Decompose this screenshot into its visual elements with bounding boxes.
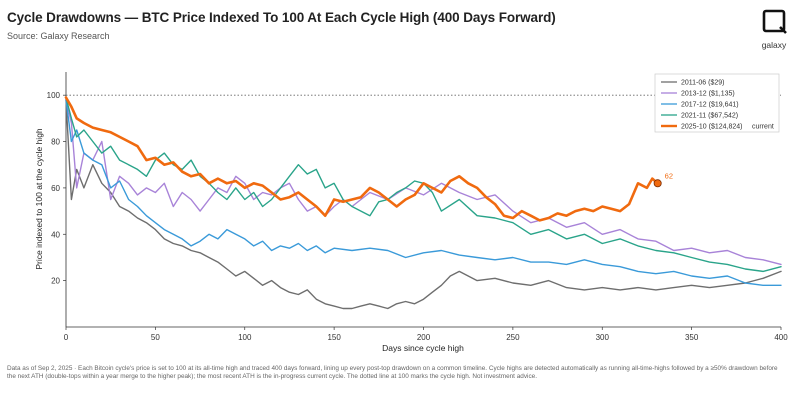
end-marker-layer: 62 <box>653 171 673 188</box>
footnote: Data as of Sep 2, 2025 · Each Bitcoin cy… <box>7 365 778 381</box>
legend: 2011-06 ($29) 2013-12 ($1,135) 2017-12 ($1… <box>654 73 780 133</box>
current-value-label: 62 <box>665 171 673 180</box>
legend-entry: 2011-06 ($29) <box>681 80 724 87</box>
current-value-marker <box>653 179 662 188</box>
x-tick-label: 400 <box>774 333 788 342</box>
y-tick-label: 80 <box>51 138 60 147</box>
legend-entry: 2021-11 ($67,542) <box>681 113 738 120</box>
x-tick-label: 0 <box>64 333 69 342</box>
series-lines <box>64 96 782 310</box>
legend-entry: 2025-10 ($124,824) <box>681 124 743 131</box>
y-tick-label: 20 <box>51 277 60 286</box>
x-tick-label: 300 <box>596 333 610 342</box>
chart-source: Source: Galaxy Research <box>7 31 110 41</box>
x-tick-label: 50 <box>151 333 160 342</box>
x-tick-label: 350 <box>685 333 699 342</box>
series-line-2021-11 <box>65 96 782 273</box>
y-axis-label: Price indexed to 100 at the cycle high <box>34 128 44 270</box>
galaxy-logo: galaxy <box>754 8 794 50</box>
chart-title: Cycle Drawdowns — BTC Price Indexed To 1… <box>7 10 556 25</box>
y-tick-label: 60 <box>51 184 60 193</box>
legend-current-tag: current <box>752 124 774 131</box>
galaxy-logo-icon <box>762 9 787 34</box>
legend-box <box>654 73 780 133</box>
legend-entry: 2017-12 ($19,641) <box>681 102 739 109</box>
x-tick-labels: 0 50 100 150 200 250 300 350 400 <box>64 327 788 342</box>
series-line-2017-12 <box>65 99 782 286</box>
series-line-2025-10 <box>64 96 660 222</box>
y-tick-label: 100 <box>47 91 61 100</box>
plot-area: 20 40 60 80 100 0 50 100 150 200 250 300 350 400 62 <box>47 72 788 342</box>
x-tick-label: 150 <box>327 333 341 342</box>
x-tick-label: 250 <box>506 333 520 342</box>
legend-entry: 2013-12 ($1,135) <box>681 91 735 98</box>
x-tick-label: 100 <box>238 333 252 342</box>
y-tick-labels: 20 40 60 80 100 <box>47 91 66 286</box>
x-axis-label: Days since cycle high <box>382 343 464 353</box>
x-tick-label: 200 <box>417 333 431 342</box>
series-line-2011-06 <box>65 99 782 310</box>
series-line-2013-12 <box>65 99 782 266</box>
y-tick-label: 40 <box>51 230 60 239</box>
galaxy-logo-text: galaxy <box>761 40 787 50</box>
